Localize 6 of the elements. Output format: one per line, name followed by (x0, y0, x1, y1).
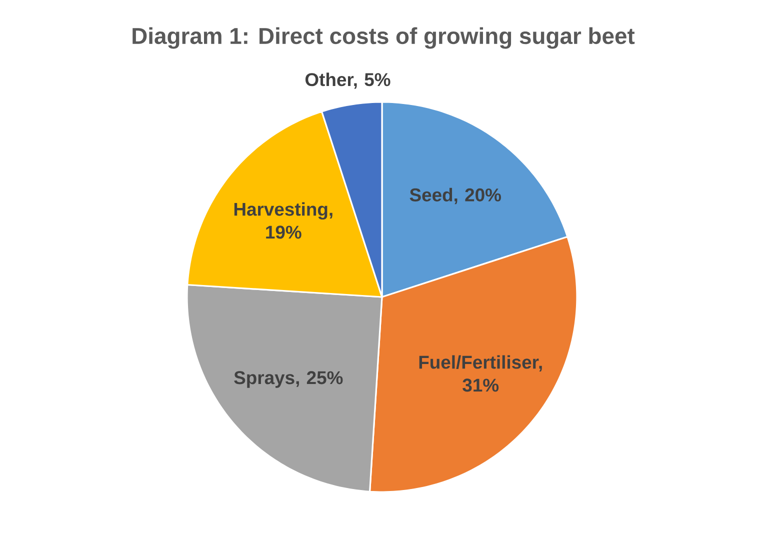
data-label: Fuel/Fertiliser, 31% (419, 355, 542, 392)
data-label: Sprays, 25% (234, 371, 343, 388)
data-label: Other, 5% (305, 72, 390, 89)
data-label: Seed, 20% (410, 188, 501, 204)
data-label: Harvesting, 19% (234, 202, 332, 239)
chart-title: Diagram 1: Direct costs of growing sugar beet (132, 27, 635, 49)
